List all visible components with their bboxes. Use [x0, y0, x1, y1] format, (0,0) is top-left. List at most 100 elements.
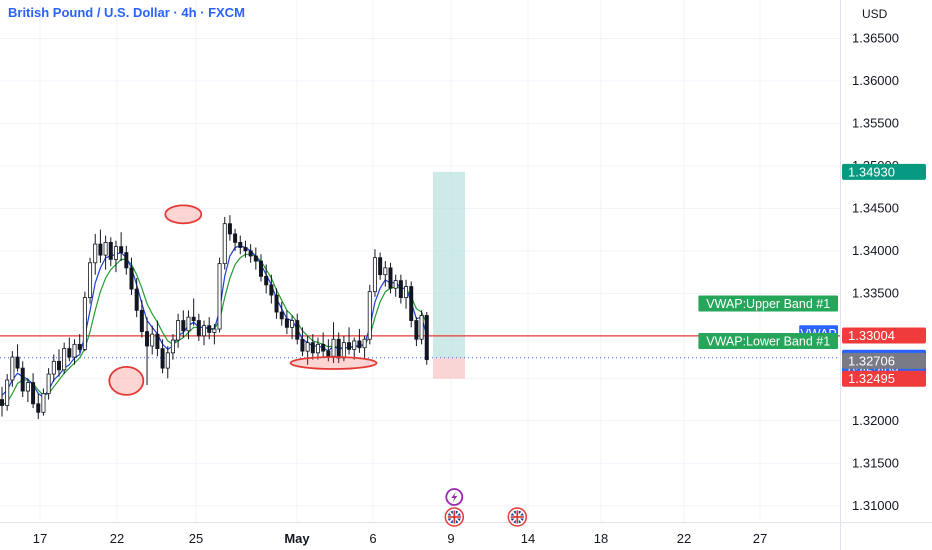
candle-body: [134, 288, 139, 311]
candle-body: [326, 350, 331, 357]
price-badge: 1.32706: [842, 352, 926, 369]
y-tick-label: 1.36500: [852, 30, 899, 45]
candle-body: [367, 291, 372, 340]
stop-loss-zone: [432, 357, 466, 379]
price-badge-value: 1.32706: [848, 353, 895, 368]
candle: [398, 274, 403, 304]
price-badge-bg: [842, 370, 926, 387]
price-badge-bg: [842, 163, 926, 180]
candle: [129, 257, 134, 296]
candle: [51, 354, 56, 382]
y-tick-label: 1.32000: [852, 413, 899, 428]
candle: [72, 339, 77, 365]
x-tick-label: 14: [521, 531, 535, 546]
candle-body: [181, 320, 186, 332]
candle: [88, 257, 93, 304]
candle-body: [119, 246, 124, 253]
y-tick-label: 1.34500: [852, 200, 899, 215]
price-badge-value: 1.34930: [848, 164, 895, 179]
candle-body: [139, 309, 144, 332]
candle-body: [341, 342, 346, 359]
candle-body: [378, 257, 383, 276]
candle-body: [243, 247, 248, 252]
candle: [160, 339, 165, 374]
candle-body: [62, 348, 67, 371]
candle-body: [129, 267, 134, 290]
candle-body: [207, 325, 212, 333]
x-tick-label: 27: [753, 531, 767, 546]
candle-body: [310, 342, 315, 354]
candle: [238, 235, 243, 255]
candle: [191, 298, 196, 326]
x-tick-label: May: [284, 531, 310, 546]
candle-body: [25, 382, 30, 392]
candle-body: [404, 286, 409, 299]
candle-body: [295, 320, 300, 340]
candle: [357, 329, 362, 353]
candle-body: [212, 328, 217, 333]
candle-body: [72, 343, 77, 358]
candle-body: [31, 382, 36, 405]
candle-body: [145, 331, 150, 347]
candle-body: [409, 286, 414, 321]
candle: [352, 337, 357, 360]
candle-body: [347, 342, 352, 350]
candle-body: [41, 393, 46, 413]
candle: [227, 215, 232, 241]
candle-body: [300, 338, 305, 352]
candle: [31, 373, 36, 409]
candle-body: [383, 267, 388, 276]
y-tick-label: 1.34000: [852, 243, 899, 258]
price-badge: 1.33004: [842, 327, 926, 344]
candle: [176, 313, 181, 348]
y-tick-label: 1.35500: [852, 115, 899, 130]
highlight-ellipse: [108, 365, 145, 396]
candle: [243, 240, 248, 258]
vwap-label-text: VWAP:Upper Band #1: [706, 297, 830, 311]
candle: [36, 393, 41, 420]
candle-body: [279, 311, 284, 320]
candle-body: [98, 243, 103, 256]
lightning-icon: [445, 488, 464, 506]
candle: [119, 232, 124, 262]
candle: [113, 240, 118, 273]
x-tick-label: 9: [447, 531, 454, 546]
candle: [295, 313, 300, 345]
candle-body: [51, 360, 56, 375]
candle: [217, 257, 222, 333]
candle: [103, 235, 108, 270]
candle: [378, 252, 383, 280]
candle: [253, 247, 258, 270]
candle-body: [264, 275, 269, 286]
candle-body: [269, 284, 274, 296]
candle-body: [103, 241, 108, 256]
candle: [409, 281, 414, 328]
x-tick-label: 17: [33, 531, 47, 546]
candle: [372, 249, 377, 297]
candle: [284, 310, 289, 335]
candle: [388, 262, 393, 294]
candle: [414, 317, 419, 347]
candle: [67, 337, 72, 362]
candle-body: [202, 325, 207, 337]
candle: [424, 312, 429, 365]
candle-body: [362, 338, 367, 349]
candle: [15, 344, 20, 372]
currency-label[interactable]: USD: [862, 7, 888, 21]
price-badge-value: 1.32495: [848, 371, 895, 386]
candle-body: [170, 339, 175, 354]
candle-body: [0, 399, 4, 406]
candle-body: [336, 338, 341, 359]
uk-flag-icon: [507, 507, 528, 527]
candle: [41, 388, 46, 416]
candles: [0, 215, 429, 420]
candle-body: [352, 340, 357, 350]
y-tick-label: 1.31500: [852, 455, 899, 470]
candle-body: [196, 320, 201, 337]
price-badge-bg: [842, 327, 926, 344]
candle: [46, 368, 51, 400]
candle-body: [290, 320, 295, 328]
candle-body: [186, 316, 191, 332]
